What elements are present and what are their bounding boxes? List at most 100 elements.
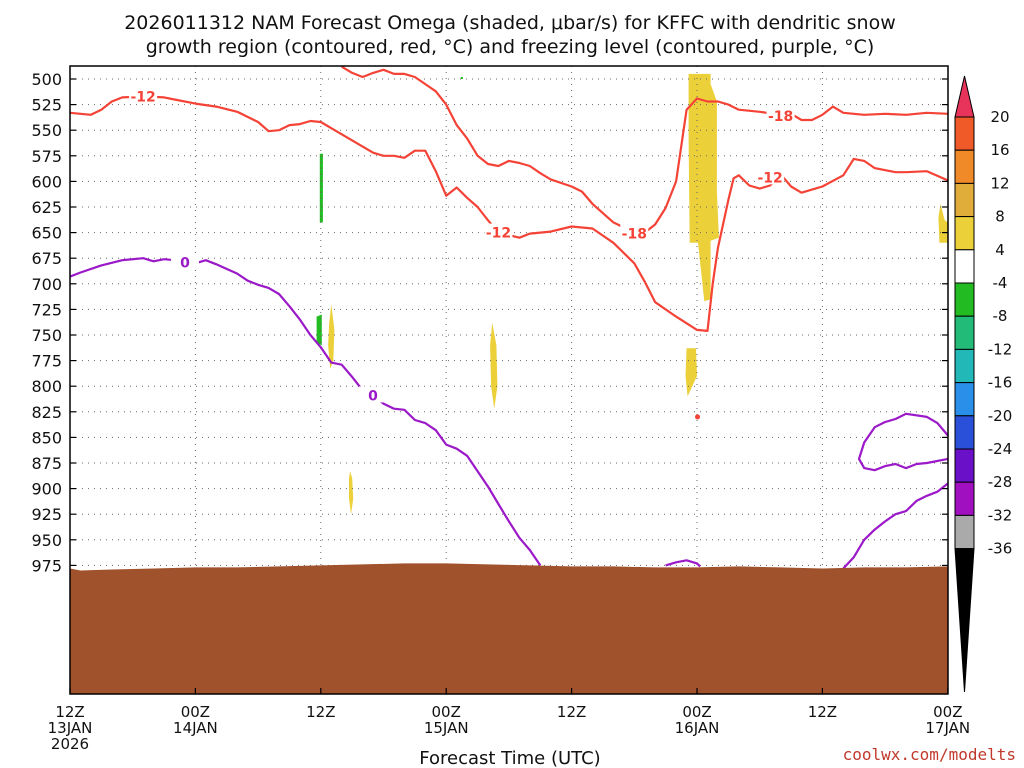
colorbar-box-5: [954, 282, 975, 317]
y-tick-label-700: 700: [31, 275, 62, 294]
x-tick-label-0-line-0: 12Z: [55, 703, 84, 721]
x-tick-label-0-line-2: 2026: [51, 735, 89, 753]
dgz-minus-12-line: [70, 95, 948, 332]
plot-area: -12 -12 -12 -18 -18 0 0 500 525 550 575 600 625 650 67…: [31, 65, 970, 753]
freezing-level-loop-line: [857, 412, 948, 472]
colorbar-label-12: -32: [988, 506, 1013, 524]
colorbar-box-10: [954, 448, 975, 483]
x-tick-label-5: 00Z 16JAN: [675, 703, 720, 737]
dgz-minus-12-label-2: -12: [758, 170, 783, 186]
colorbar-label-5: -4: [993, 274, 1008, 292]
y-tick-label-625: 625: [31, 198, 62, 217]
colorbar-label-8: -16: [988, 374, 1013, 392]
y-tick-label-925: 925: [31, 505, 62, 524]
colorbar-box-1: [954, 149, 975, 184]
colorbar-label-7: -12: [988, 340, 1013, 358]
omega-region-0: [319, 153, 323, 223]
dgz-minus-12-label-0: -12: [131, 89, 156, 105]
x-tick-label-3: 00Z 15JAN: [424, 703, 469, 737]
dgz-minus-18-label-bg-0: [620, 224, 649, 241]
x-tick-label-4-line-0: 12Z: [557, 703, 586, 721]
y-tick-label-875: 875: [31, 454, 62, 473]
colorbar-label-9: -20: [988, 407, 1013, 425]
y-tick-label-825: 825: [31, 403, 62, 422]
x-tick-label-1-line-0: 00Z: [181, 703, 210, 721]
plot-inner: -12 -12 -12 -18 -18 0 0: [70, 66, 948, 694]
colorbar-label-11: -28: [988, 473, 1013, 491]
omega-region-2: [460, 77, 463, 79]
dgz-minus-18-label-bg-1: [766, 106, 795, 123]
chart-title-line-2: growth region (contoured, red, °C) and f…: [146, 36, 875, 58]
colorbar-box-12: [954, 514, 975, 550]
x-tick-label-2: 12Z: [306, 703, 335, 721]
y-tick-label-900: 900: [31, 480, 62, 499]
colorbar-label-13: -36: [988, 540, 1013, 558]
x-tick-label-6-line-0: 12Z: [808, 703, 837, 721]
x-tick-label-3-line-0: 00Z: [432, 703, 461, 721]
omega-region-6: [328, 304, 335, 369]
x-tick-label-6: 12Z: [808, 703, 837, 721]
omega-region-7: [349, 471, 354, 515]
colorbar-label-1: 16: [990, 141, 1009, 159]
y-tick-label-575: 575: [31, 147, 62, 166]
x-tick-label-2-line-0: 12Z: [306, 703, 335, 721]
colorbar-box-6: [954, 315, 975, 350]
colorbar-label-3: 8: [995, 208, 1005, 226]
x-tick-label-4: 12Z: [557, 703, 586, 721]
x-tick-label-5-line-0: 00Z: [682, 703, 711, 721]
x-tick-label-7-line-0: 00Z: [933, 703, 962, 721]
omega-region-4: [685, 348, 697, 397]
plot-frame: [69, 65, 949, 695]
freezing-level-blip-line: [665, 559, 701, 568]
credit-text: coolwx.com/modelts: [843, 745, 1016, 764]
y-tick-label-725: 725: [31, 300, 62, 319]
y-tick-label-500: 500: [31, 70, 62, 89]
x-tick-label-0: 12Z 13JAN 2026: [48, 703, 93, 753]
colorbar-box-4: [954, 249, 975, 284]
dgz-minus-12-label-bg-1: [484, 223, 513, 240]
colorbar-label-2: 12: [990, 174, 1009, 192]
y-tick-label-650: 650: [31, 224, 62, 243]
colorbar: 20 16 12 8 4 -4 -8 -12 -16 -20 -24 -28 -32 -36: [954, 75, 1013, 693]
freezing-level-main-label-1: 0: [368, 388, 378, 404]
y-tick-label-800: 800: [31, 377, 62, 396]
dgz-minus-12-label-bg-2: [756, 168, 785, 185]
y-tick-label-750: 750: [31, 326, 62, 345]
terrain: [70, 563, 948, 694]
x-tick-label-1: 00Z 14JAN: [173, 703, 218, 737]
colorbar-box-0: [954, 116, 975, 151]
x-tick-label-7-line-1: 17JAN: [925, 719, 970, 737]
colorbar-bottom-arrow: [954, 548, 975, 693]
freezing-level-main-label-0: 0: [180, 255, 190, 271]
colorbar-box-9: [954, 415, 975, 450]
colorbar-label-6: -8: [993, 307, 1008, 325]
y-tick-label-975: 975: [31, 556, 62, 575]
x-tick-label-3-line-1: 15JAN: [424, 719, 469, 737]
colorbar-box-11: [954, 481, 975, 516]
x-axis-label: Forecast Time (UTC): [419, 748, 600, 768]
dgz-minus-18-label-1: -18: [768, 109, 793, 125]
y-tick-label-525: 525: [31, 96, 62, 115]
omega-region-1: [316, 314, 322, 346]
omega-region-3: [688, 73, 719, 302]
dgz-minus-12-label-1: -12: [486, 226, 511, 242]
y-tick-label-775: 775: [31, 352, 62, 371]
dgz-minus-12-label-bg-0: [129, 87, 158, 104]
freezing-level-main-line: [70, 257, 542, 567]
colorbar-box-2: [954, 182, 975, 218]
omega-region-5: [490, 322, 498, 409]
colorbar-top-arrow: [954, 75, 975, 118]
y-tick-label-550: 550: [31, 121, 62, 140]
freezing-level-right-line: [842, 482, 948, 570]
colorbar-box-8: [954, 382, 975, 417]
y-tick-label-675: 675: [31, 249, 62, 268]
colorbar-label-10: -24: [988, 440, 1013, 458]
dgz-minus-18-label-0: -18: [622, 227, 647, 243]
dgz-minus-18-line: [341, 66, 948, 234]
colorbar-label-0: 20: [990, 108, 1009, 126]
dgz-dot: [695, 414, 701, 420]
y-tick-label-950: 950: [31, 531, 62, 550]
y-tick-label-600: 600: [31, 172, 62, 191]
y-tick-label-850: 850: [31, 428, 62, 447]
